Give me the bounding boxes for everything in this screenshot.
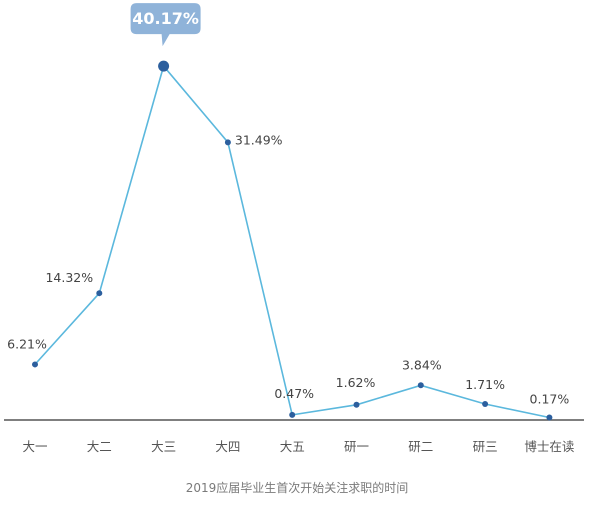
x-tick-label: 研一: [344, 439, 369, 454]
x-tick-label: 大三: [151, 439, 176, 454]
value-label: 0.47%: [274, 386, 314, 401]
data-point: [482, 400, 489, 407]
data-point-peak: [158, 60, 170, 72]
value-label: 1.62%: [336, 375, 376, 390]
x-tick-label: 博士在读: [524, 439, 574, 454]
x-tick-label: 研三: [473, 439, 498, 454]
chart-caption: 2019应届毕业生首次开始关注求职的时间: [185, 481, 409, 495]
data-point: [417, 382, 424, 389]
data-point: [224, 139, 231, 146]
data-point: [353, 401, 360, 408]
data-point: [546, 414, 553, 421]
data-point: [96, 290, 103, 297]
x-tick-label: 大五: [280, 439, 305, 454]
series-line: [34, 64, 550, 419]
peak-value-label: 40.17%: [132, 9, 199, 28]
peak-callout-bubble: [130, 3, 201, 47]
value-label: 3.84%: [402, 357, 442, 372]
value-label: 0.17%: [530, 392, 570, 407]
x-tick-label: 大二: [87, 439, 112, 454]
value-label: 14.32%: [45, 270, 93, 285]
value-label: 31.49%: [235, 132, 283, 147]
data-point: [32, 361, 38, 368]
value-label: 1.71%: [465, 377, 505, 392]
x-tick-label: 大一: [22, 439, 47, 454]
data-point: [289, 411, 296, 418]
value-label: 6.21%: [7, 336, 47, 351]
x-tick-label: 大四: [215, 439, 240, 454]
x-tick-label: 研二: [408, 439, 433, 454]
